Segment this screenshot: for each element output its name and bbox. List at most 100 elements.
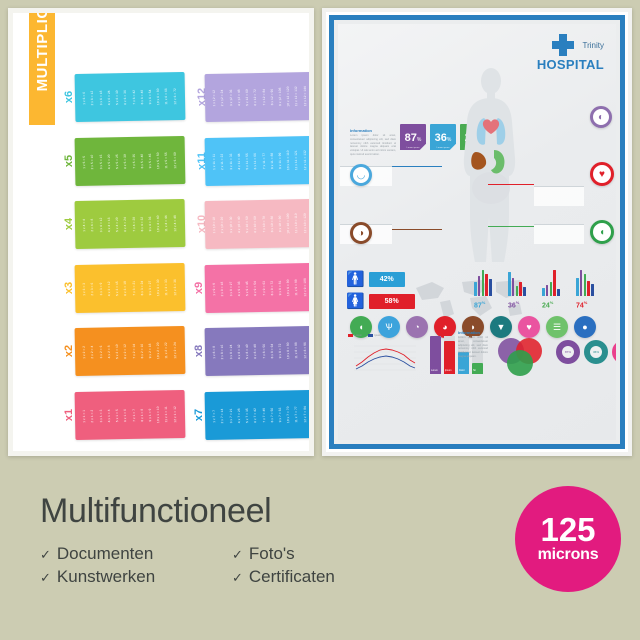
thickness-unit: microns [537,545,599,563]
table-equation: 11 x 6 = 66 [164,88,169,105]
table-equation: 11 x 4 = 44 [164,215,169,232]
vertical-bar-Ipsum: Ipsum [444,341,455,374]
table-equation: 4 x 12 = 48 [236,89,241,106]
multiplication-table-x11[interactable]: 1 x 11 = 11 2 x 11 = 22 3 x 11 = 33 4 x 11 … [204,135,309,186]
bar-group-24 [542,270,560,296]
table-equation: 7 x 1 = 7 [131,407,136,421]
table-equation: 4 x 10 = 40 [236,216,241,233]
bar-group-36 [508,270,526,296]
brain-icon[interactable]: ◔ [406,316,428,338]
table-equation: 5 x 2 = 10 [114,343,120,359]
stomach-ring-icon: ◖ [590,220,614,244]
bed-icon[interactable]: ☰ [546,316,568,338]
table-equation: 8 x 3 = 24 [139,279,144,295]
lungs-icon[interactable]: Ѱ [378,316,400,338]
heart-icon[interactable]: ♥ [518,316,540,338]
bar [511,278,515,296]
table-equation: 10 x 12 = 120 [286,86,291,107]
table-equation: 5 x 8 = 40 [244,343,250,359]
bar [549,282,553,296]
table-equation: 7 x 4 = 28 [131,216,136,232]
female-figure-icon: 🚺 [346,293,365,310]
poster-hospital-infographic[interactable]: Trinity HOSPITAL Information Lorem ipsum… [322,8,632,456]
vertical-bar-label: Lorem [431,369,438,372]
multiplication-table-x10[interactable]: 1 x 10 = 10 2 x 10 = 20 3 x 10 = 30 4 x 10 … [204,198,309,250]
table-equation: 11 x 3 = 33 [164,278,169,295]
donut-label: 36% [592,350,599,354]
line-chart [354,345,416,371]
percent-value: 36 [434,132,447,144]
table-equation: 7 x 12 = 84 [261,88,266,106]
donut-label: 87% [564,350,571,354]
leader-line-left-lower [392,229,442,230]
feature-item: ✓ Documenten [40,542,155,565]
table-equation: 3 x 9 = 27 [228,280,233,296]
vertical-bar-track: Ipsum [444,336,455,374]
table-equation: 7 x 2 = 14 [131,343,136,359]
vertical-bar-chart: Lorem Ipsum Dolor Sit [430,336,490,374]
table-equation: 9 x 7 = 63 [277,406,283,422]
table-equation: 12 x 6 = 72 [172,87,177,105]
table-equation: 5 x 10 = 50 [244,215,250,233]
table-equation: 2 x 2 = 4 [90,345,95,359]
feature-label: Kunstwerken [56,567,156,587]
table-equation: 12 x 2 = 24 [172,341,177,359]
table-equation: 6 x 2 = 12 [123,343,128,359]
table-equation: 11 x 11 = 121 [294,149,299,170]
table-equation: 9 x 4 = 36 [147,216,153,231]
table-equation: 5 x 7 = 35 [244,407,250,423]
table-equation: 3 x 11 = 33 [228,152,233,170]
table-label-x2: x2 [63,344,76,358]
leader-line-right-upper [488,184,534,185]
multiplication-table-x12[interactable]: 1 x 12 = 12 2 x 12 = 24 3 x 12 = 36 4 x 12 … [204,71,309,123]
liver-icon[interactable]: ◗ [462,316,484,338]
kidney-icon[interactable]: ◕ [434,316,456,338]
table-equation: 2 x 4 = 8 [90,218,95,232]
table-equation: 3 x 4 = 12 [98,217,103,232]
table-equation: 6 x 3 = 18 [123,280,128,295]
table-equation: 8 x 4 = 32 [139,216,144,232]
bar [477,276,481,296]
table-equation: 12 x 12 = 144 [302,86,307,107]
table-equation: 2 x 11 = 22 [220,153,225,170]
feature-item: ✓ Certificaten [232,565,335,588]
tooth-icon[interactable]: ▼ [490,316,512,338]
table-equation: 4 x 1 = 4 [106,408,111,422]
leader-line-left-upper [392,166,442,167]
bar [557,289,560,296]
table-equation: 2 x 5 = 10 [90,153,95,169]
table-equation: 1 x 4 = 4 [81,218,87,232]
hospital-name: HOSPITAL [536,57,604,72]
hospital-logo: Trinity HOSPITAL [537,34,604,72]
bar [481,270,485,296]
donut-chart-87%: 87% [556,340,580,364]
table-equation: 1 x 2 = 2 [81,345,87,359]
table-equation: 5 x 3 = 15 [114,280,120,296]
table-label-x6: x6 [63,90,76,104]
bar [485,274,488,296]
stomach-icon[interactable]: ◖ [350,316,372,338]
table-equation: 10 x 10 = 100 [286,213,291,234]
check-icon: ✓ [40,547,51,562]
bar [591,284,594,296]
gender-row-male: 🚹 42% [346,272,405,287]
table-equation: 6 x 5 = 30 [123,153,128,168]
feature-label: Foto's [248,544,295,563]
table-label-x9: x9 [193,281,206,294]
table-equation: 9 x 1 = 9 [147,407,153,421]
table-equation: 3 x 10 = 30 [228,216,233,233]
apple-icon[interactable]: ● [574,316,596,338]
legend-swatch [367,334,373,337]
table-equation: 9 x 6 = 54 [147,89,153,104]
footer-information-text: Lorem ipsum dolor sit amet, consectetuer… [458,336,488,358]
